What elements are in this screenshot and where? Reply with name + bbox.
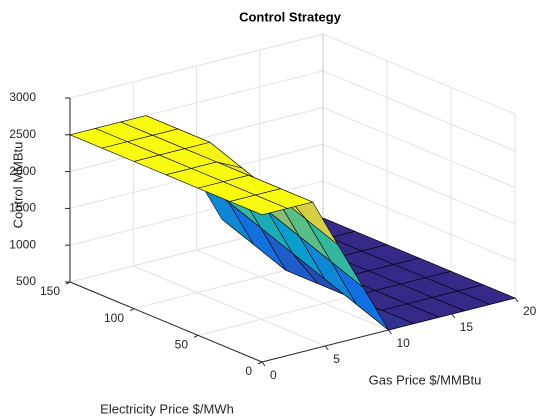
- tick-mark: [388, 329, 392, 335]
- grid-line: [69, 33, 324, 99]
- z-tick-label: 3000: [9, 90, 36, 104]
- tick-mark: [261, 361, 266, 367]
- grid-line: [322, 107, 516, 189]
- chart-title: Control Strategy: [239, 9, 342, 24]
- grid-line: [322, 180, 516, 262]
- x-tick-label: 0: [270, 368, 277, 382]
- tick-mark: [129, 308, 135, 312]
- x-tick-label: 15: [460, 320, 474, 334]
- axis-line: [69, 281, 263, 363]
- tick-mark: [451, 313, 456, 319]
- surface-face: [229, 194, 289, 216]
- x-tick-label: 10: [397, 336, 411, 350]
- y-tick-label: 0: [245, 364, 252, 378]
- grid-line: [196, 249, 389, 331]
- z-tick-label: 2000: [9, 164, 36, 178]
- z-tick-label: 1000: [9, 237, 36, 251]
- y-tick-label: 150: [40, 284, 60, 298]
- y-tick-label: 100: [104, 311, 124, 325]
- x-axis-label: Gas Price $/MMBtu: [369, 372, 482, 387]
- z-tick-label: 1500: [9, 201, 36, 215]
- x-tick-label: 20: [523, 304, 537, 318]
- grid-line: [322, 70, 516, 152]
- z-tick-label: 500: [16, 274, 36, 288]
- grid-line: [322, 33, 516, 115]
- tick-mark: [514, 297, 519, 303]
- x-tick-label: 5: [333, 352, 340, 366]
- tick-mark: [193, 334, 199, 338]
- grid-line: [322, 143, 516, 225]
- y-axis-label: Electricity Price $/MWh: [100, 401, 234, 416]
- z-tick-label: 2500: [9, 127, 36, 141]
- tick-mark: [257, 361, 263, 365]
- z-axis-label: Control MMBtu: [10, 142, 25, 229]
- grid-line: [133, 265, 326, 347]
- tick-mark: [324, 345, 329, 351]
- y-tick-label: 50: [175, 338, 189, 352]
